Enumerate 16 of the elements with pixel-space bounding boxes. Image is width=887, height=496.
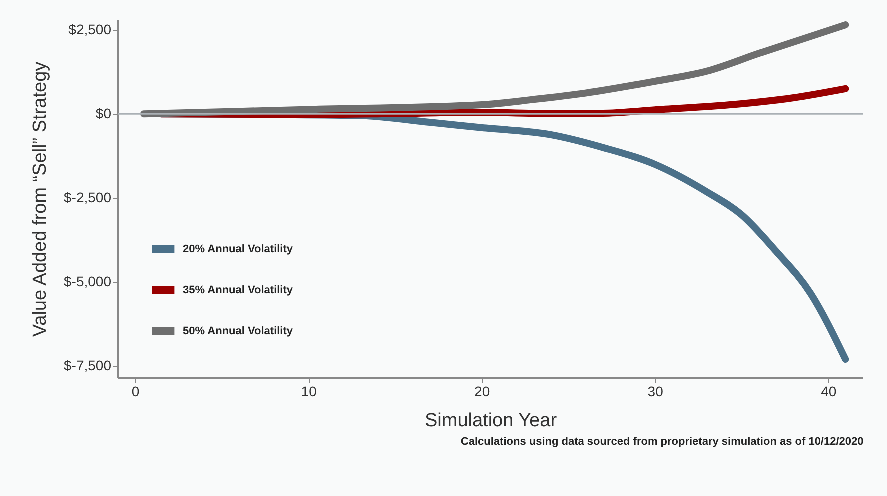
x-tick-label: 40 [821,384,837,400]
legend-label: 20% Annual Volatility [183,244,294,256]
y-tick-label: $2,500 [68,22,112,38]
x-tick-label: 0 [132,384,140,400]
text: Calculations using data sourced from proprietary simulation as of 10/12/2020 [460,436,864,448]
x-tick-label: 30 [648,384,664,400]
x-axis-title: Simulation Year [424,410,558,432]
legend-label: 35% Annual Volatility [183,284,294,296]
y-tick-label: $-5,000 [64,274,112,290]
y-tick-label: $-2,500 [64,190,112,206]
y-tick-label: $0 [96,106,112,122]
x-tick-label: 20 [474,384,490,400]
y-tick-label: $-7,500 [64,358,112,374]
y-axis-title: Value Added from “Sell” Strategy [30,61,52,338]
x-tick-label: 10 [301,384,318,400]
legend-label: 50% Annual Volatility [183,326,294,338]
